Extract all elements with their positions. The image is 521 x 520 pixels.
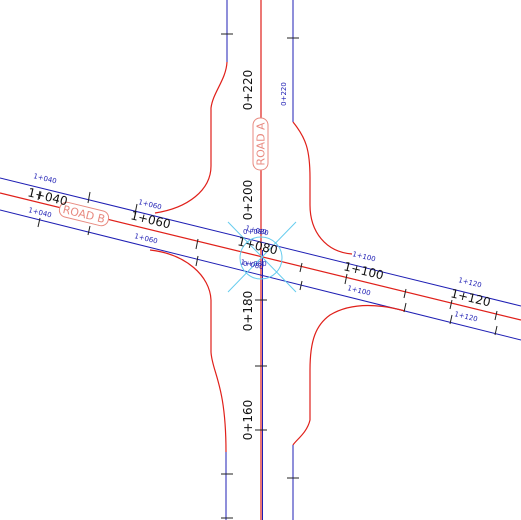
road-b-edge-1-060-south: 1+060 — [134, 232, 159, 245]
road-a-name: ROAD A — [255, 122, 268, 166]
road-b-south-edge — [0, 209, 521, 341]
kerb-return-nw — [154, 61, 228, 214]
road-a-name-box: ROAD A — [252, 117, 269, 171]
road-b-edge-1-040-north: 1+040 — [33, 172, 58, 185]
kerb-return-sw — [149, 249, 227, 453]
road-b-edge-1-100-south: 1+100 — [347, 284, 372, 297]
intersection-marker — [227, 221, 297, 293]
road-b-station-1-120: 1+120 — [449, 286, 492, 309]
road-a-station-0-080-top: 0+080 — [243, 228, 267, 236]
road-b-station-1-100: 1+100 — [342, 259, 385, 282]
road-b-north-edge — [0, 177, 521, 307]
road-a-station-0-160: 0+160 — [241, 400, 255, 441]
road-a-station-0-080-bottom: 0+080 — [243, 260, 267, 268]
road-a-edge-station-0-220: 0+220 — [280, 82, 288, 106]
kerb-return-ne — [292, 121, 353, 255]
road-a-station-0-200: 0+200 — [241, 180, 255, 221]
road-b-edge-1-120-south: 1+120 — [454, 310, 479, 323]
road-a-station-0-180: 0+180 — [241, 291, 255, 332]
kerb-return-se — [292, 304, 406, 446]
road-a-station-0-220: 0+220 — [241, 70, 255, 111]
road-b-station-1-080: 1+080 — [236, 234, 279, 257]
road-b-station-1-060: 1+060 — [129, 208, 172, 231]
road-b-ticks — [37, 190, 498, 336]
